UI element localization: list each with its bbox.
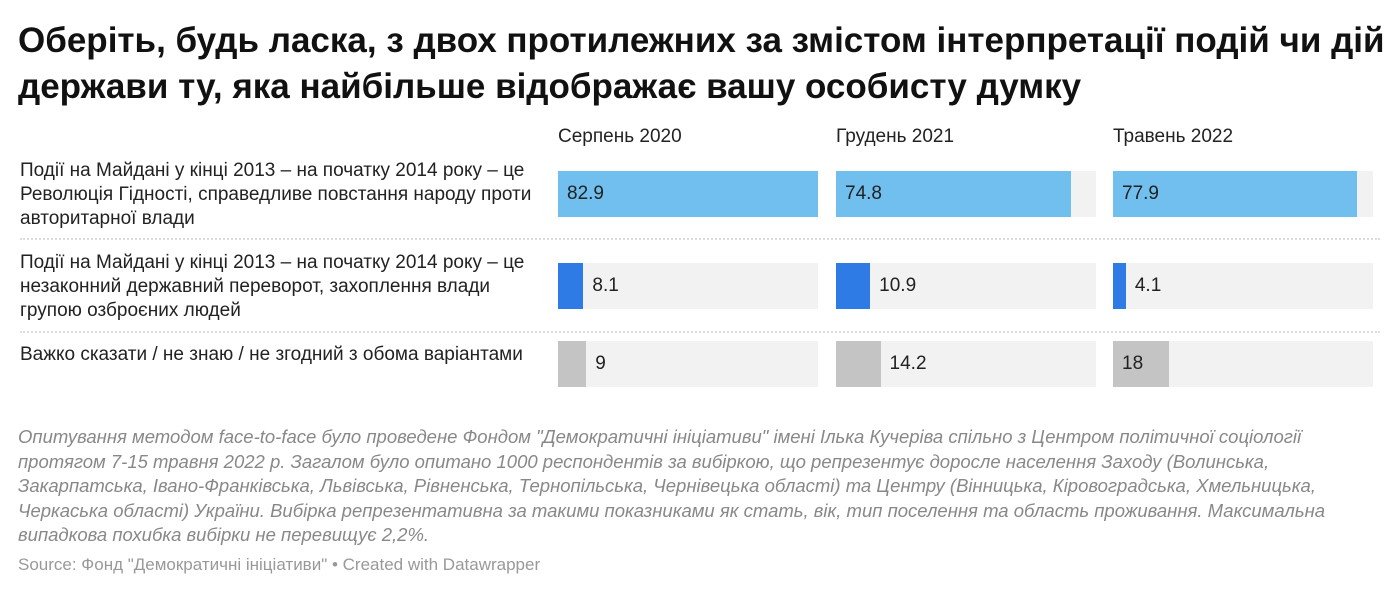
value-label: 9 [595,353,606,374]
chart-title: Оберіть, будь ласка, з двох протилежних … [18,21,1385,106]
bar-track: 77.9 [1113,171,1373,217]
chart-source: Source: Фонд "Демократичні ініціативи" •… [18,555,541,574]
bar-track: 74.8 [836,171,1096,217]
bar [558,263,584,309]
row-label: Важко сказати / не знаю / не згодний з о… [20,344,523,365]
bar [836,263,871,309]
value-label: 77.9 [1122,183,1159,204]
bar [836,171,1071,217]
row-label: Події на Майдані у кінці 2013 – на почат… [20,252,525,321]
bar [1113,171,1358,217]
bar-track: 10.9 [836,263,1096,309]
bar-track: 8.1 [558,263,818,309]
row-divider [20,238,1380,240]
chart-notes: Опитування методом face-to-face було про… [18,426,1326,545]
bar [558,171,818,217]
column-header: Грудень 2021 [836,126,955,147]
value-label: 18 [1122,353,1144,374]
bar [836,341,881,387]
value-label: 82.9 [567,183,604,204]
row-divider [20,331,1380,333]
bar-track: 4.1 [1113,263,1373,309]
bar-track: 9 [558,341,818,387]
row-label: Події на Майдані у кінці 2013 – на почат… [20,160,532,229]
bar-track: 82.9 [558,171,818,217]
value-label: 10.9 [879,275,917,296]
bar-track: 14.2 [836,341,1096,387]
value-label: 8.1 [592,275,619,296]
value-label: 74.8 [845,183,882,204]
column-header: Серпень 2020 [558,126,682,147]
value-label: 4.1 [1134,275,1162,296]
value-label: 14.2 [889,353,927,374]
bar [558,341,587,387]
column-header: Травень 2022 [1113,126,1234,147]
bar-track: 18 [1113,341,1373,387]
bar [1113,341,1170,387]
bar [1113,263,1126,309]
